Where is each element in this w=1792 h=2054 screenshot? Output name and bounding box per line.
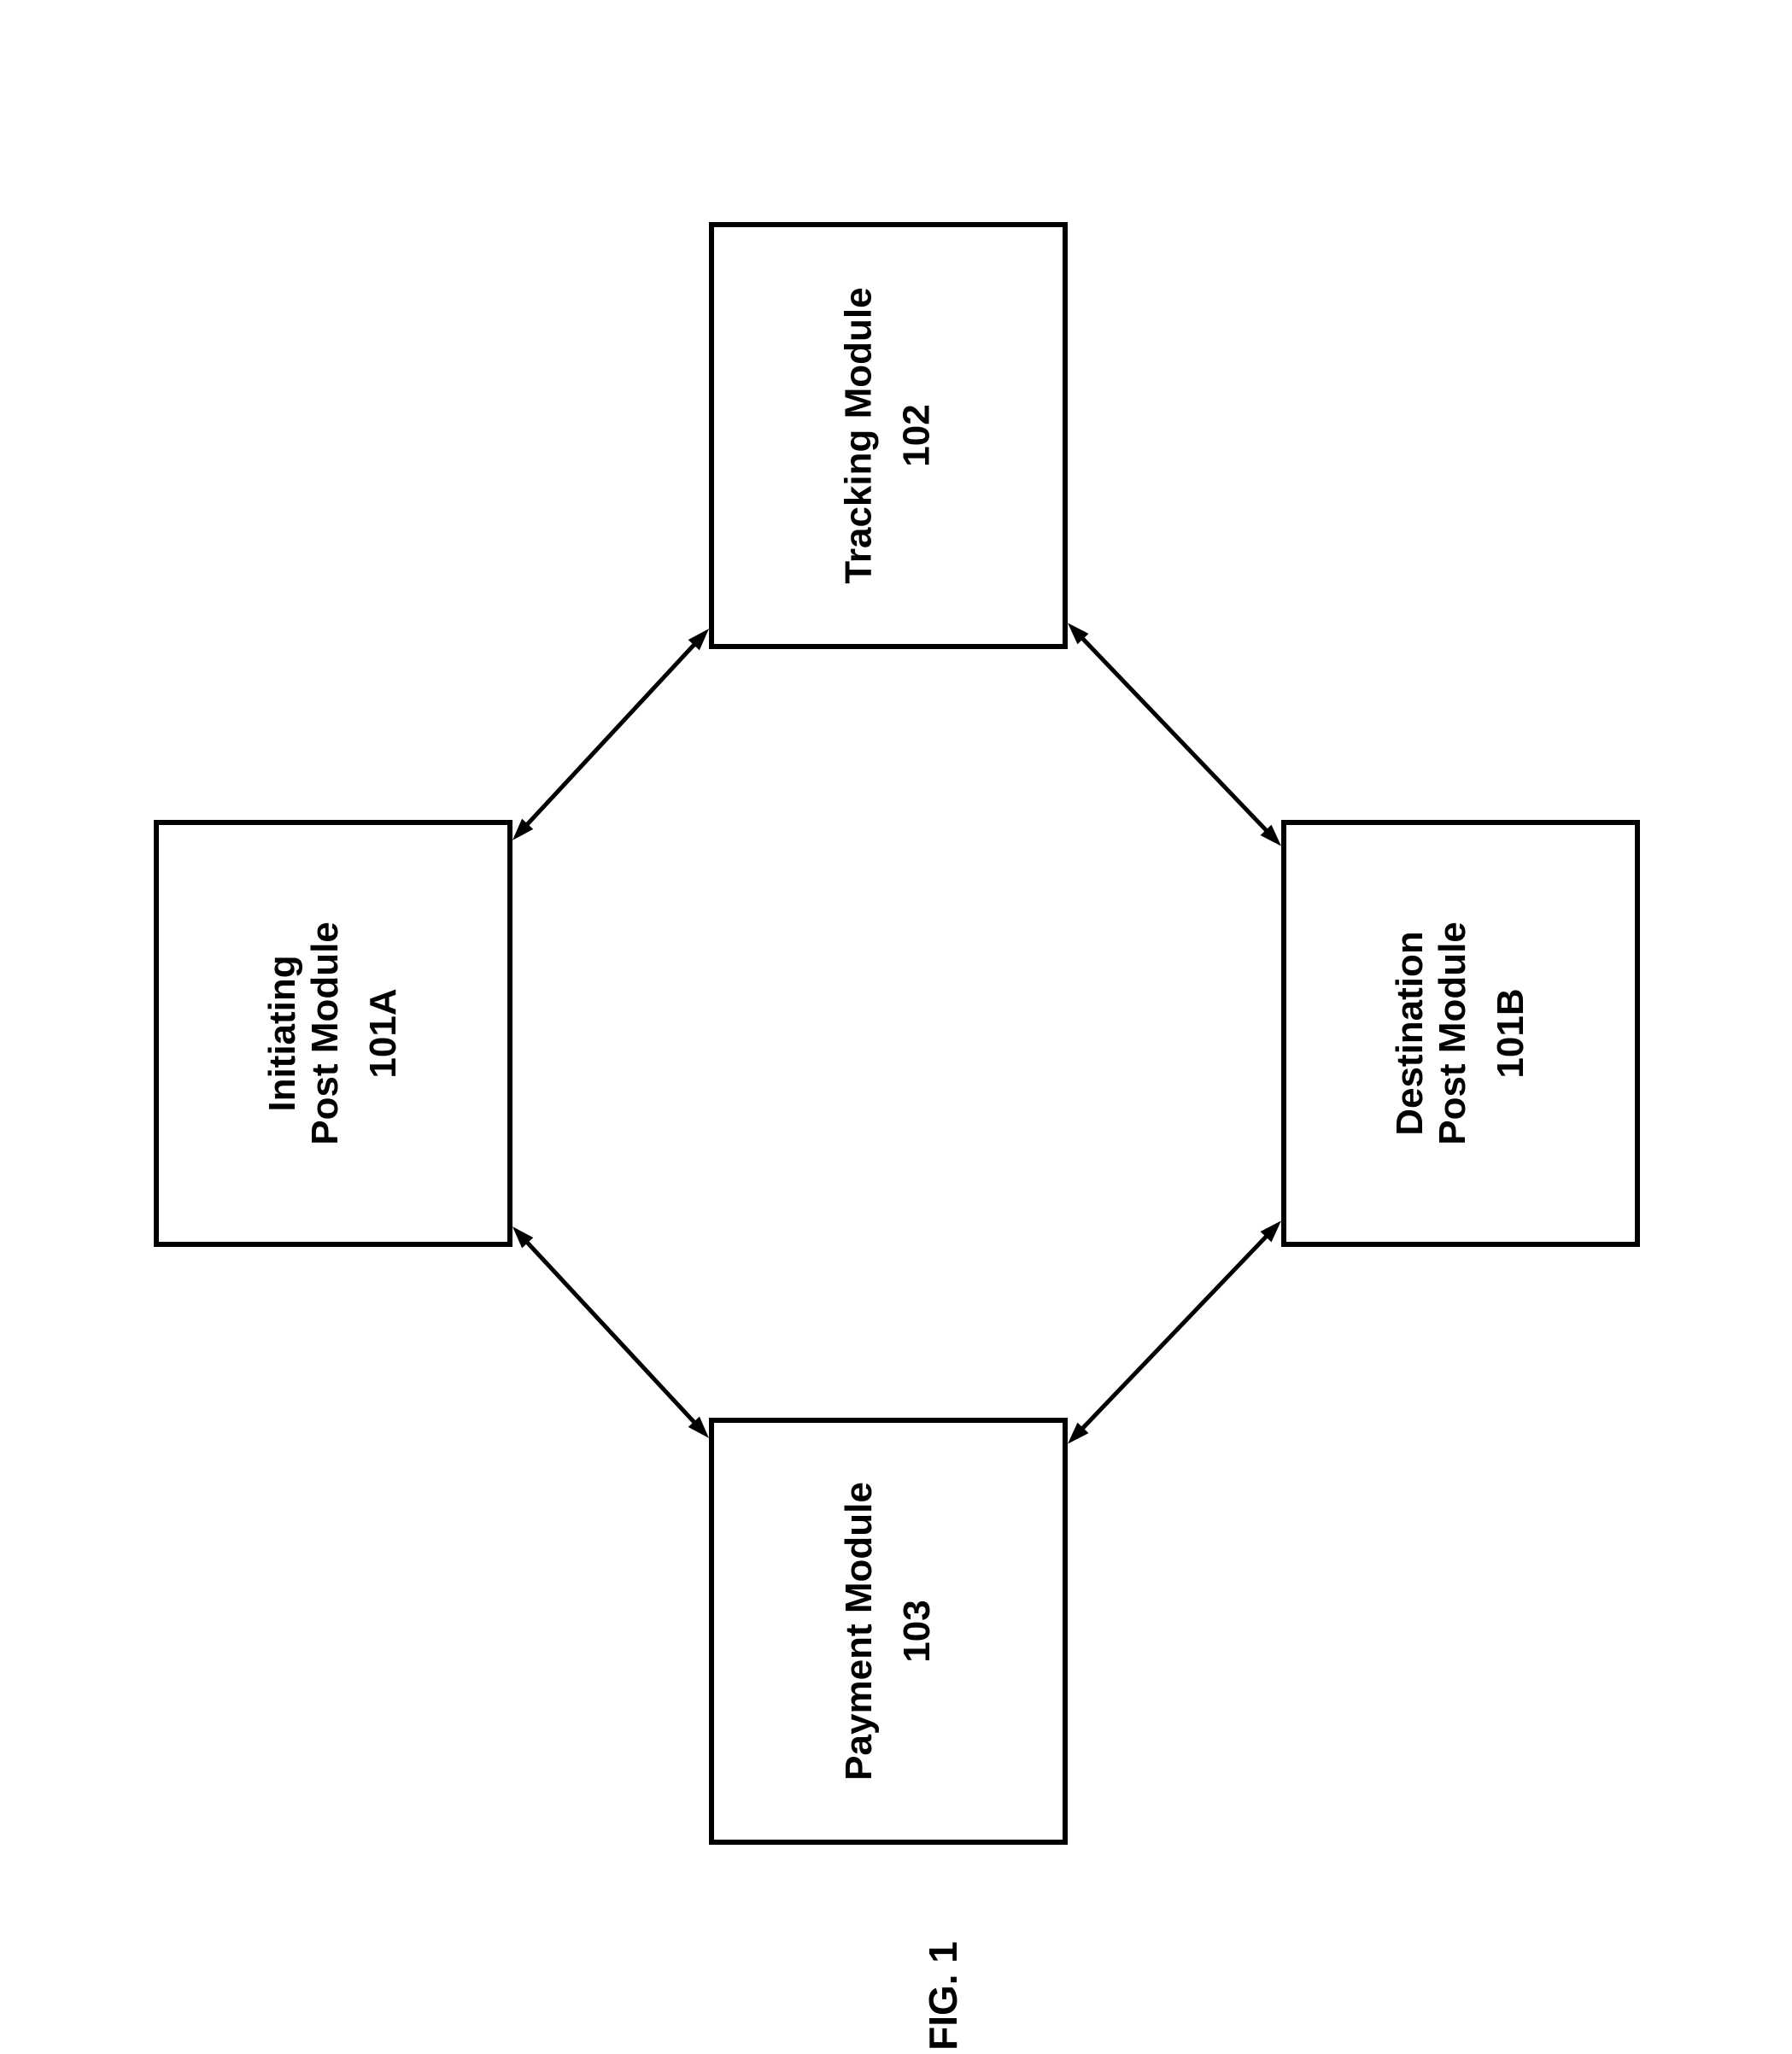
node-text: Tracking Module 102 <box>838 287 939 583</box>
node-title: Initiating Post Module <box>261 922 347 1145</box>
figure-label: FIG. 1 <box>920 1941 966 2051</box>
node-initiating: Initiating Post Module 101A <box>154 820 512 1247</box>
edge-line <box>1081 637 1268 831</box>
node-text: Destination Post Module 101B <box>1389 922 1532 1145</box>
diagram-canvas: Initiating Post Module 101A Tracking Modul… <box>0 0 1792 2054</box>
node-tracking: Tracking Module 102 <box>709 222 1068 649</box>
node-subtitle: 103 <box>896 1600 939 1662</box>
node-title: Tracking Module <box>838 287 881 583</box>
edge-line <box>526 643 695 825</box>
node-subtitle: 101B <box>1490 988 1532 1078</box>
node-payment: Payment Module 103 <box>709 1418 1068 1845</box>
node-title: Destination Post Module <box>1389 922 1474 1145</box>
node-text: Initiating Post Module 101A <box>261 922 405 1145</box>
edge-line <box>1081 1235 1268 1429</box>
node-subtitle: 102 <box>896 404 939 466</box>
node-subtitle: 101A <box>362 988 405 1078</box>
edge-line <box>526 1241 695 1423</box>
node-destination: Destination Post Module 101B <box>1281 820 1640 1247</box>
node-title: Payment Module <box>838 1482 881 1781</box>
node-text: Payment Module 103 <box>838 1482 939 1781</box>
